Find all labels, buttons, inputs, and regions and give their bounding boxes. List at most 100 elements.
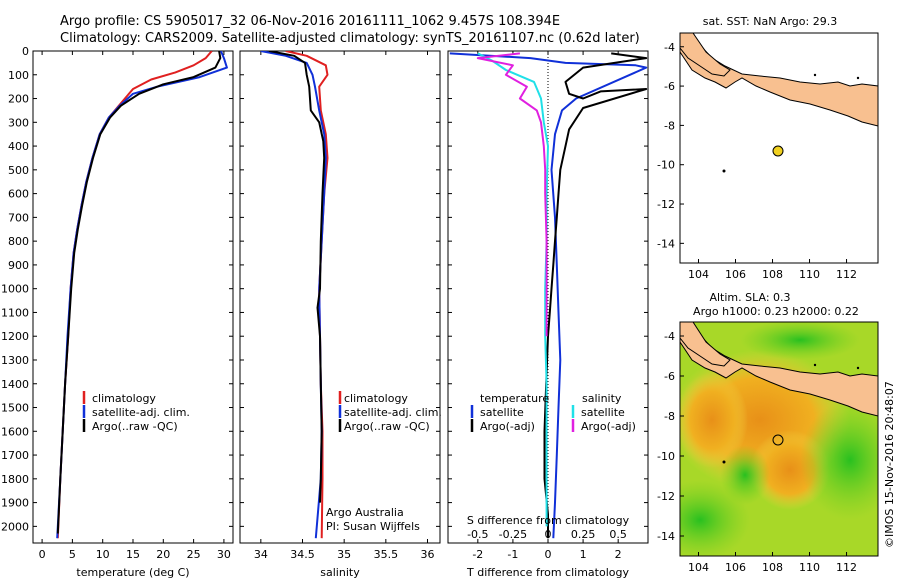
depth-tick-label: 700 xyxy=(8,211,29,224)
sla-map: Altim. SLA: 0.3 Argo h1000: 0.23 h2000: … xyxy=(657,291,879,574)
temperature-x-axis: 0 5 10 15 20 25 30 xyxy=(39,51,231,561)
credit-line-2: PI: Susan Wijffels xyxy=(326,520,420,533)
sst-map-axes: 104 106 108 110 112 -4 -6 -8 -10 -12 -14 xyxy=(657,41,857,281)
sla-high-region xyxy=(680,372,748,468)
s-difference-label: S difference from climatology xyxy=(467,514,630,527)
series-line-climatology xyxy=(56,51,213,539)
argo-float-marker xyxy=(772,145,784,157)
sla-island xyxy=(813,363,817,367)
depth-axis: 0 100 200 300 400 500 600 700 800 900 1000 1100 1200… xyxy=(1,45,233,533)
map-lon-label: 108 xyxy=(762,561,783,574)
sla-sumatra-land xyxy=(680,322,731,367)
sla-map-axes: 104 106 108 110 112 -4 -6 -8 -10 -12 -14 xyxy=(657,330,857,574)
sst-java-land xyxy=(679,32,879,127)
sst-island xyxy=(813,73,817,77)
depth-tick-label: 900 xyxy=(8,259,29,272)
map-lat-label: -12 xyxy=(657,490,675,503)
series-line-t-satellite xyxy=(449,52,648,539)
series-line-t-argo xyxy=(543,52,648,539)
sla-map-title-2: Argo h1000: 0.23 h2000: 0.22 xyxy=(693,305,859,318)
sla-field xyxy=(680,322,878,556)
legend-label-t-satellite: satellite xyxy=(480,406,524,419)
legend-label-s-argo: Argo(-adj) xyxy=(581,420,636,433)
series-line-satellite xyxy=(260,51,327,539)
sla-island xyxy=(856,366,860,370)
s-tick-label: 0.25 xyxy=(571,528,596,541)
difference-legend: temperature satellite Argo(-adj) salinit… xyxy=(470,392,636,433)
temperature-series xyxy=(56,51,228,539)
series-line-argo xyxy=(56,51,222,534)
map-lat-label: -10 xyxy=(657,450,675,463)
depth-tick-label: 2000 xyxy=(1,520,29,533)
map-lon-label: 104 xyxy=(688,561,709,574)
salinity-x-axis: 34 34.5 35 35.5 36 xyxy=(254,51,435,561)
difference-series xyxy=(449,52,648,539)
map-lat-label: -14 xyxy=(657,530,675,543)
sst-island xyxy=(722,169,726,173)
depth-tick-label: 0 xyxy=(22,45,29,58)
map-lon-label: 104 xyxy=(688,268,709,281)
x-tick-label: -2 xyxy=(472,548,483,561)
temperature-panel: 0100200300400500600700800900100011001200… xyxy=(1,45,234,579)
sst-island xyxy=(856,76,860,80)
depth-tick-label: 1400 xyxy=(1,378,29,391)
legend-label-s-satellite: satellite xyxy=(581,406,625,419)
x-tick-label: 10 xyxy=(96,548,110,561)
map-lat-label: -6 xyxy=(664,80,675,93)
depth-tick-label: 1000 xyxy=(1,283,29,296)
depth-tick-label: 1300 xyxy=(1,354,29,367)
depth-tick-label: 1200 xyxy=(1,330,29,343)
x-tick-label: 36 xyxy=(421,548,435,561)
salinity-series xyxy=(260,51,329,539)
sla-java-land xyxy=(680,322,878,417)
temperature-xlabel: temperature (deg C) xyxy=(76,566,189,579)
s-tick-label: -0.5 xyxy=(467,528,488,541)
legend-label-t-argo: Argo(-adj) xyxy=(480,420,535,433)
map-lat-label: -8 xyxy=(664,119,675,132)
map-lon-label: 106 xyxy=(725,268,746,281)
temperature-plot-frame xyxy=(32,50,234,544)
map-lon-label: 108 xyxy=(762,268,783,281)
x-tick-label: -1 xyxy=(507,548,518,561)
salinity-panel: 34 34.5 35 35.5 36 salinity climatology sate… xyxy=(239,50,442,579)
legend-heading-temperature: temperature xyxy=(480,392,549,405)
temperature-legend: climatology satellite-adj. clim. Argo(..… xyxy=(82,391,190,433)
map-lon-label: 110 xyxy=(799,268,820,281)
salinity-plot-frame xyxy=(239,50,441,544)
sla-low-region xyxy=(720,445,770,505)
depth-tick-label: 300 xyxy=(8,116,29,129)
map-lon-label: 112 xyxy=(836,268,857,281)
difference-panel: -2 -1 0 1 2 -0.5 -0.25 0 0.25 0.5 S difference f… xyxy=(447,50,649,579)
legend-label-satellite: satellite-adj. clim. xyxy=(92,406,190,419)
depth-tick-label: 1600 xyxy=(1,425,29,438)
series-line-argo xyxy=(269,51,326,503)
map-lon-label: 110 xyxy=(799,561,820,574)
x-tick-label: 30 xyxy=(217,548,231,561)
sla-map-title-1: Altim. SLA: 0.3 xyxy=(709,291,790,304)
map-lat-label: -12 xyxy=(657,198,675,211)
x-tick-label: 35 xyxy=(337,548,351,561)
depth-tick-label: 800 xyxy=(8,235,29,248)
sla-low-region xyxy=(740,322,860,360)
legend-label-argo: Argo(..raw -QC) xyxy=(344,420,430,433)
sla-island xyxy=(722,460,726,464)
sst-sumatra-land xyxy=(679,32,731,77)
x-tick-label: 25 xyxy=(187,548,201,561)
legend-label-satellite: satellite-adj. clim. xyxy=(344,406,442,419)
depth-tick-label: 1700 xyxy=(1,449,29,462)
series-line-satellite xyxy=(56,51,228,539)
map-lat-label: -10 xyxy=(657,159,675,172)
salinity-depth-ticks xyxy=(240,50,440,527)
map-lat-label: -4 xyxy=(664,41,675,54)
depth-tick-label: 400 xyxy=(8,140,29,153)
legend-label-climatology: climatology xyxy=(92,392,156,405)
series-line-s-argo xyxy=(476,52,548,337)
x-tick-label: 5 xyxy=(69,548,76,561)
depth-tick-label: 1900 xyxy=(1,497,29,510)
map-lon-label: 112 xyxy=(836,561,857,574)
legend-label-climatology: climatology xyxy=(344,392,408,405)
x-tick-label: 1 xyxy=(580,548,587,561)
x-tick-label: 20 xyxy=(156,548,170,561)
map-lat-label: -8 xyxy=(664,410,675,423)
